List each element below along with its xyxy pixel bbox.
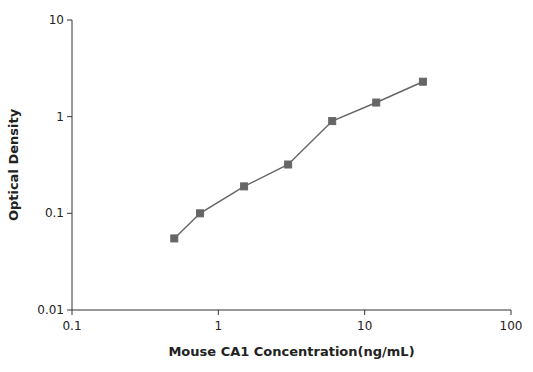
y-axis	[72, 20, 73, 310]
y-tick-label: 0.01	[37, 303, 64, 317]
x-tick	[364, 310, 365, 315]
y-tick	[67, 213, 72, 214]
x-tick	[72, 310, 73, 315]
y-axis-label: Optical Density	[6, 108, 21, 221]
point	[419, 78, 426, 85]
chart: 0.1 1 10 100 0.01 0.1 1 10 Mouse CA1 Concentrati…	[0, 0, 533, 372]
x-tick-label: 100	[500, 319, 523, 333]
y-tick	[67, 310, 72, 311]
plot-area	[171, 78, 427, 242]
x-tick	[218, 310, 219, 315]
x-axis-label: Mouse CA1 Concentration(ng/mL)	[168, 344, 414, 359]
point	[329, 118, 336, 125]
x-tick-label: 0.1	[62, 319, 81, 333]
point	[285, 161, 292, 168]
y-tick-label: 0.1	[45, 206, 64, 220]
y-tick	[67, 116, 72, 117]
x-tick-label: 10	[357, 319, 372, 333]
point	[373, 99, 380, 106]
x-tick	[511, 310, 512, 315]
point	[171, 235, 178, 242]
y-tick	[67, 20, 72, 21]
point	[241, 183, 248, 190]
point	[197, 210, 204, 217]
x-axis	[72, 310, 511, 311]
line	[174, 82, 423, 239]
y-tick-label: 1	[56, 110, 64, 124]
x-tick-label: 1	[215, 319, 223, 333]
y-tick-label: 10	[49, 13, 64, 27]
